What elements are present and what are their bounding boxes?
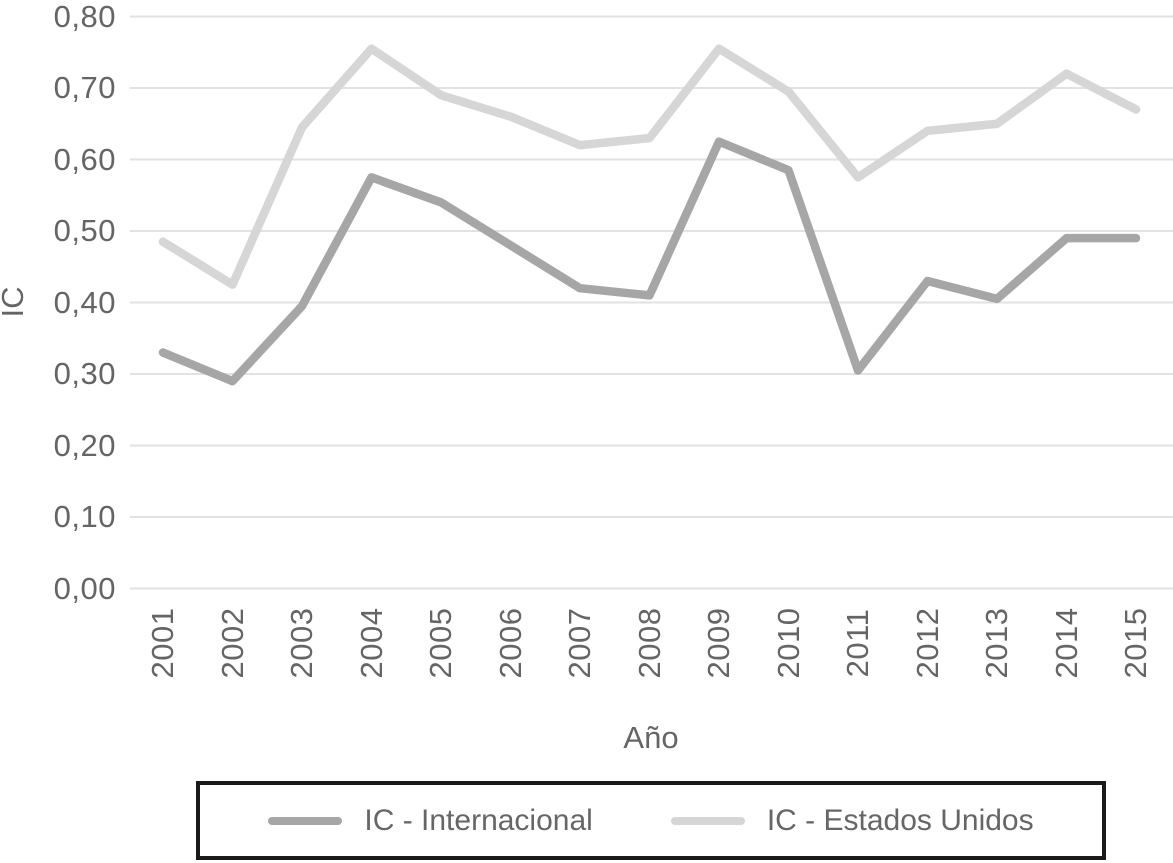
legend-label-internacional: IC - Internacional — [364, 803, 593, 837]
y-axis-title: IC — [0, 286, 30, 318]
y-tick-label: 0,70 — [53, 70, 116, 105]
x-tick-label: 2001 — [145, 607, 180, 679]
y-tick-label: 0,00 — [53, 570, 116, 606]
x-tick-label: 2007 — [562, 607, 597, 679]
y-tick-label: 0,80 — [53, 0, 116, 34]
x-tick-label: 2009 — [701, 607, 736, 679]
y-tick-label: 0,10 — [53, 499, 116, 534]
y-tick-label: 0,50 — [53, 213, 116, 248]
y-tick-label: 0,60 — [53, 141, 116, 177]
legend: IC - Internacional IC - Estados Unidos — [196, 781, 1106, 860]
series-line-internacional — [158, 137, 1141, 386]
x-tick-label: 2005 — [423, 607, 458, 679]
x-tick-label: 2006 — [492, 607, 528, 679]
x-tick-label: 2008 — [631, 607, 667, 679]
y-tick-label: 0,20 — [53, 427, 116, 463]
series-line-estados-unidos — [158, 44, 1141, 289]
legend-entry-estados-unidos: IC - Estados Unidos — [670, 803, 1034, 838]
x-tick-label: 2004 — [353, 607, 389, 679]
legend-entry-internacional: IC - Internacional — [268, 803, 593, 838]
x-tick-label: 2012 — [909, 607, 945, 679]
x-tick-label: 2013 — [979, 607, 1014, 679]
legend-label-estados-unidos: IC - Estados Unidos — [766, 803, 1034, 837]
x-tick-label: 2014 — [1048, 607, 1084, 679]
x-tick-label: 2003 — [284, 607, 319, 679]
legend-swatch-internacional-icon — [268, 816, 343, 825]
y-tick-label: 0,40 — [53, 284, 116, 320]
plot-area — [130, 15, 1173, 590]
x-tick-label: 2002 — [214, 607, 250, 679]
legend-swatch-estados-unidos-icon — [670, 816, 745, 825]
y-tick-label: 0,30 — [53, 356, 116, 391]
x-tick-label: 2010 — [770, 607, 806, 679]
x-tick-label: 2011 — [840, 608, 875, 678]
x-tick-label: 2015 — [1118, 607, 1153, 679]
x-axis-title: Año — [623, 720, 679, 755]
